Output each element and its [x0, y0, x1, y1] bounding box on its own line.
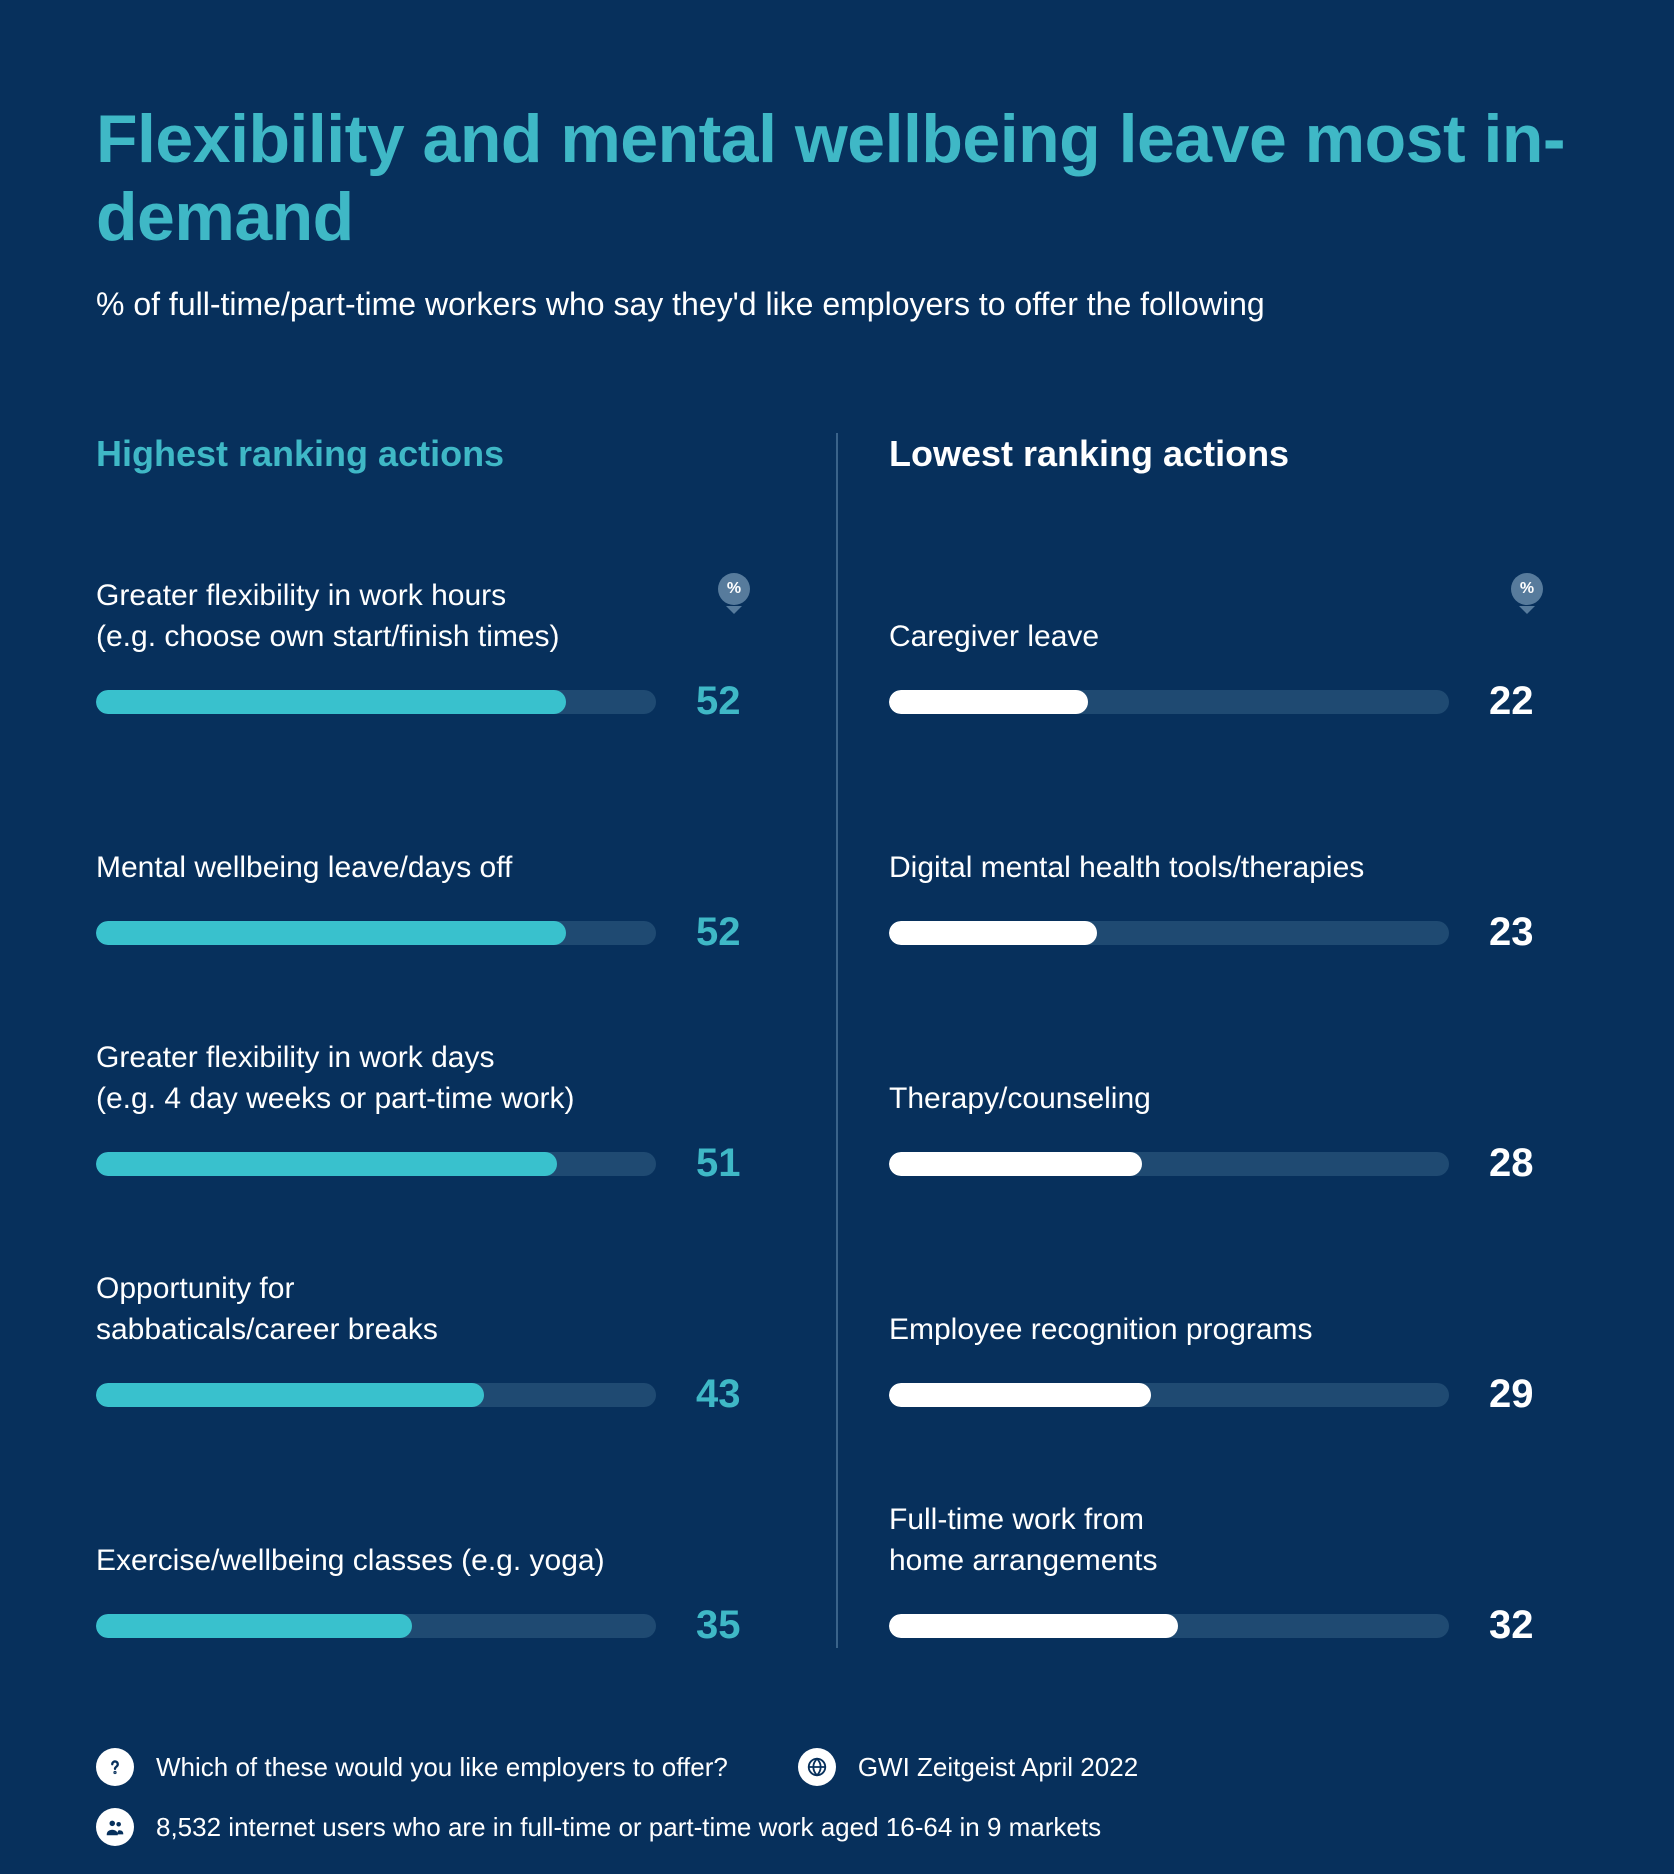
bar-label: Mental wellbeing leave/days off: [96, 806, 785, 888]
bar-track: [96, 921, 656, 945]
heading-lowest: Lowest ranking actions: [889, 433, 1578, 475]
bar-fill: [889, 1152, 1142, 1176]
bar-row: 29: [889, 1372, 1578, 1417]
footer: Which of these would you like employers …: [96, 1748, 1578, 1846]
bar-label: Greater flexibility in work hours (e.g. …: [96, 575, 785, 657]
main-title: Flexibility and mental wellbeing leave m…: [96, 100, 1578, 256]
infographic-container: Flexibility and mental wellbeing leave m…: [0, 0, 1674, 1874]
people-icon: [96, 1808, 134, 1846]
bar-fill: [96, 1614, 412, 1638]
bar-row: 52: [96, 910, 785, 955]
bar-label: Exercise/wellbeing classes (e.g. yoga): [96, 1499, 785, 1581]
bar-value: 43: [696, 1372, 760, 1417]
bar-label: Digital mental health tools/therapies: [889, 806, 1578, 888]
bar-label: Greater flexibility in work days (e.g. 4…: [96, 1037, 785, 1119]
bar-item: Full-time work from home arrangements 32: [889, 1499, 1578, 1648]
bar-row: 51: [96, 1141, 785, 1186]
items-highest: %Greater flexibility in work hours (e.g.…: [96, 575, 785, 1648]
bar-label: Caregiver leave: [889, 575, 1578, 657]
bar-row: 28: [889, 1141, 1578, 1186]
bar-value: 32: [1489, 1603, 1553, 1648]
footer-sample-text: 8,532 internet users who are in full-tim…: [156, 1812, 1101, 1843]
subtitle: % of full-time/part-time workers who say…: [96, 286, 1578, 323]
bar-fill: [889, 1383, 1151, 1407]
columns-wrapper: Highest ranking actions %Greater flexibi…: [96, 433, 1578, 1648]
bar-item: Exercise/wellbeing classes (e.g. yoga) 35: [96, 1499, 785, 1648]
bar-value: 23: [1489, 910, 1553, 955]
bar-track: [889, 1383, 1449, 1407]
percent-badge-icon: %: [1510, 573, 1544, 615]
bar-row: 32: [889, 1603, 1578, 1648]
bar-row: 35: [96, 1603, 785, 1648]
bar-item: Employee recognition programs 29: [889, 1268, 1578, 1417]
column-lowest: Lowest ranking actions %Caregiver leave 2…: [837, 433, 1578, 1648]
items-lowest: %Caregiver leave 22 Digital mental health …: [889, 575, 1578, 1648]
heading-highest: Highest ranking actions: [96, 433, 785, 475]
bar-row: 43: [96, 1372, 785, 1417]
bar-fill: [96, 1152, 557, 1176]
footer-question-text: Which of these would you like employers …: [156, 1752, 728, 1783]
bar-fill: [96, 690, 566, 714]
bar-fill: [96, 1383, 484, 1407]
percent-badge-icon: %: [717, 573, 751, 615]
bar-value: 29: [1489, 1372, 1553, 1417]
bar-value: 52: [696, 910, 760, 955]
bar-item: %Caregiver leave 22: [889, 575, 1578, 724]
bar-value: 28: [1489, 1141, 1553, 1186]
bar-label: Opportunity for sabbaticals/career break…: [96, 1268, 785, 1350]
footer-row-2: 8,532 internet users who are in full-tim…: [96, 1808, 1578, 1846]
bar-row: 52: [96, 679, 785, 724]
bar-track: [96, 1383, 656, 1407]
bar-label: Therapy/counseling: [889, 1037, 1578, 1119]
bar-track: [889, 921, 1449, 945]
bar-item: Opportunity for sabbaticals/career break…: [96, 1268, 785, 1417]
bar-item: Therapy/counseling 28: [889, 1037, 1578, 1186]
bar-track: [96, 1152, 656, 1176]
bar-item: %Greater flexibility in work hours (e.g.…: [96, 575, 785, 724]
bar-value: 52: [696, 679, 760, 724]
bar-track: [889, 690, 1449, 714]
bar-value: 51: [696, 1141, 760, 1186]
bar-track: [96, 1614, 656, 1638]
bar-value: 22: [1489, 679, 1553, 724]
bar-fill: [889, 921, 1097, 945]
bar-item: Greater flexibility in work days (e.g. 4…: [96, 1037, 785, 1186]
bar-track: [889, 1152, 1449, 1176]
footer-row-1: Which of these would you like employers …: [96, 1748, 1578, 1786]
bar-row: 23: [889, 910, 1578, 955]
globe-icon: [798, 1748, 836, 1786]
column-highest: Highest ranking actions %Greater flexibi…: [96, 433, 837, 1648]
footer-question: Which of these would you like employers …: [96, 1748, 728, 1786]
bar-fill: [96, 921, 566, 945]
footer-source-text: GWI Zeitgeist April 2022: [858, 1752, 1138, 1783]
bar-value: 35: [696, 1603, 760, 1648]
bar-label: Employee recognition programs: [889, 1268, 1578, 1350]
bar-track: [96, 690, 656, 714]
bar-fill: [889, 690, 1088, 714]
bar-item: Mental wellbeing leave/days off 52: [96, 806, 785, 955]
footer-source: GWI Zeitgeist April 2022: [798, 1748, 1138, 1786]
bar-track: [889, 1614, 1449, 1638]
question-icon: [96, 1748, 134, 1786]
bar-row: 22: [889, 679, 1578, 724]
bar-fill: [889, 1614, 1178, 1638]
bar-item: Digital mental health tools/therapies 23: [889, 806, 1578, 955]
bar-label: Full-time work from home arrangements: [889, 1499, 1578, 1581]
